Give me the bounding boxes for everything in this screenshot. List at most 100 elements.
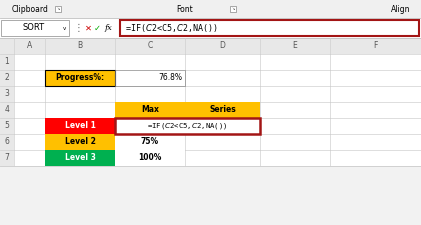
- Bar: [0, 0, 421, 18]
- Bar: [0, 18, 421, 38]
- Text: Level 2: Level 2: [64, 137, 96, 146]
- Bar: [115, 38, 185, 54]
- Bar: [330, 102, 421, 118]
- Bar: [45, 150, 115, 166]
- Bar: [185, 54, 260, 70]
- Bar: [14, 70, 45, 86]
- Bar: [14, 54, 45, 70]
- Text: ⋮: ⋮: [73, 23, 83, 33]
- Text: 75%: 75%: [141, 137, 159, 146]
- Text: B: B: [77, 41, 83, 50]
- Bar: [330, 134, 421, 150]
- Text: 76.8%: 76.8%: [158, 74, 182, 83]
- Text: v: v: [62, 27, 66, 32]
- Text: Level 1: Level 1: [64, 122, 96, 130]
- Bar: [0, 118, 14, 134]
- Bar: [45, 134, 115, 150]
- Bar: [0, 38, 14, 54]
- Bar: [115, 70, 185, 86]
- Bar: [45, 118, 115, 134]
- Text: Max: Max: [141, 106, 159, 115]
- Text: SORT: SORT: [23, 23, 45, 32]
- Text: A: A: [27, 41, 32, 50]
- Bar: [14, 134, 45, 150]
- Bar: [45, 54, 115, 70]
- Text: 6: 6: [5, 137, 9, 146]
- Text: 4: 4: [5, 106, 9, 115]
- Bar: [14, 102, 45, 118]
- Text: ↘: ↘: [56, 7, 60, 11]
- Text: 7: 7: [5, 153, 9, 162]
- Bar: [115, 70, 185, 86]
- Bar: [45, 150, 115, 166]
- Bar: [330, 150, 421, 166]
- Bar: [330, 70, 421, 86]
- Bar: [260, 102, 330, 118]
- Bar: [14, 38, 45, 54]
- Text: =IF($C$2<C5,$C$2,NA()): =IF($C$2<C5,$C$2,NA()): [125, 22, 218, 34]
- Bar: [260, 150, 330, 166]
- Bar: [115, 70, 185, 86]
- Bar: [115, 118, 260, 134]
- Bar: [260, 86, 330, 102]
- Text: fx: fx: [104, 24, 112, 32]
- Text: =IF($C$2<C5,$C$2,NA()): =IF($C$2<C5,$C$2,NA()): [147, 121, 228, 131]
- Bar: [260, 70, 330, 86]
- Bar: [120, 20, 419, 36]
- Text: 100%: 100%: [139, 153, 162, 162]
- Bar: [14, 86, 45, 102]
- Bar: [14, 118, 45, 134]
- Bar: [115, 150, 185, 166]
- Bar: [0, 102, 14, 118]
- Bar: [1, 20, 69, 36]
- Bar: [185, 70, 260, 86]
- Text: 2: 2: [5, 74, 9, 83]
- Bar: [45, 86, 115, 102]
- Bar: [0, 54, 14, 70]
- Bar: [115, 134, 185, 150]
- Bar: [185, 38, 260, 54]
- Text: 5: 5: [5, 122, 9, 130]
- Bar: [260, 118, 330, 134]
- Bar: [45, 70, 115, 86]
- Bar: [185, 118, 260, 134]
- Bar: [115, 86, 185, 102]
- Text: F: F: [373, 41, 378, 50]
- Bar: [115, 118, 260, 134]
- Bar: [45, 70, 115, 86]
- Bar: [330, 38, 421, 54]
- Bar: [0, 134, 14, 150]
- Bar: [45, 134, 115, 150]
- Bar: [45, 102, 115, 118]
- Bar: [0, 70, 14, 86]
- Text: C: C: [147, 41, 153, 50]
- Bar: [185, 150, 260, 166]
- Bar: [14, 150, 45, 166]
- Bar: [115, 54, 185, 70]
- Bar: [185, 102, 260, 118]
- Bar: [45, 118, 115, 134]
- Text: 3: 3: [5, 90, 9, 99]
- Text: E: E: [293, 41, 297, 50]
- Text: Series: Series: [209, 106, 236, 115]
- Bar: [115, 102, 185, 118]
- Bar: [185, 102, 260, 118]
- Bar: [185, 86, 260, 102]
- Text: ✓: ✓: [93, 23, 101, 32]
- Bar: [330, 54, 421, 70]
- Bar: [185, 134, 260, 150]
- Bar: [330, 118, 421, 134]
- Text: Align: Align: [391, 4, 410, 13]
- Text: Progress%:: Progress%:: [56, 74, 104, 83]
- Text: Clipboard: Clipboard: [12, 4, 49, 13]
- Bar: [330, 86, 421, 102]
- Text: D: D: [220, 41, 225, 50]
- Text: Level 3: Level 3: [64, 153, 96, 162]
- Text: ↘: ↘: [231, 7, 235, 11]
- Bar: [115, 150, 185, 166]
- Text: Font: Font: [177, 4, 193, 13]
- Bar: [115, 134, 185, 150]
- Bar: [115, 102, 185, 118]
- Bar: [260, 134, 330, 150]
- Bar: [45, 70, 115, 86]
